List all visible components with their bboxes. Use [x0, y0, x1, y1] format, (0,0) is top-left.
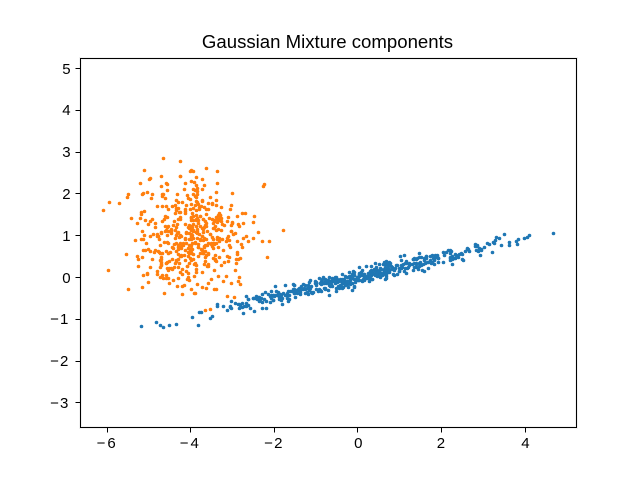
svg-text:1: 1	[62, 228, 70, 245]
svg-text:−2: −2	[264, 435, 284, 452]
svg-text:−1: −1	[50, 311, 70, 328]
svg-text:−3: −3	[50, 395, 70, 412]
svg-text:−2: −2	[50, 353, 70, 370]
svg-text:2: 2	[62, 186, 70, 203]
svg-text:−4: −4	[180, 435, 201, 452]
svg-text:3: 3	[62, 144, 70, 161]
svg-text:5: 5	[62, 61, 70, 78]
svg-text:0: 0	[354, 435, 362, 452]
svg-text:Gaussian Mixture components: Gaussian Mixture components	[202, 31, 453, 52]
svg-text:2: 2	[437, 435, 445, 452]
svg-text:4: 4	[521, 435, 529, 452]
svg-text:−6: −6	[97, 435, 118, 452]
svg-text:4: 4	[62, 102, 70, 119]
svg-text:0: 0	[62, 270, 70, 287]
